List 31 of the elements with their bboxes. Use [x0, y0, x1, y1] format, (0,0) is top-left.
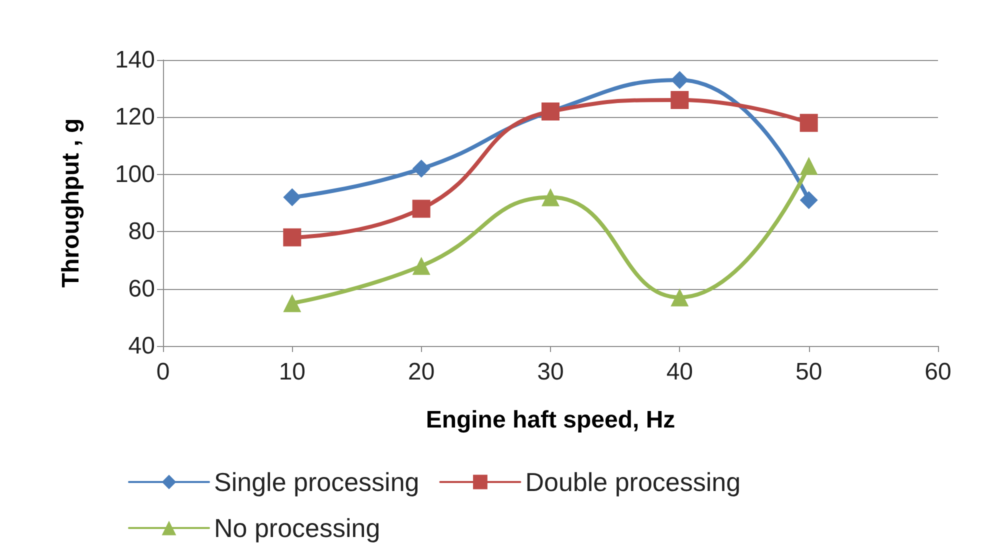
point	[800, 156, 818, 175]
y-tick-label: 80	[128, 218, 155, 246]
x-tick-label: 30	[537, 358, 564, 386]
y-axis-title: Throughput , g	[58, 118, 84, 288]
point	[283, 188, 302, 206]
point	[800, 114, 818, 132]
point	[412, 256, 430, 275]
legend-label: Single processing	[214, 467, 420, 497]
x-axis-title: Engine haft speed, Hz	[426, 406, 676, 434]
point	[800, 191, 818, 210]
legend-label: Double processing	[525, 467, 741, 497]
x-tick-label: 10	[278, 358, 306, 386]
point	[542, 188, 560, 206]
x-tick-label: 20	[408, 358, 435, 386]
legend-label: No processing	[214, 513, 380, 543]
point	[670, 71, 689, 90]
point	[283, 294, 302, 312]
x-tick-label: 50	[795, 358, 822, 386]
point	[670, 288, 689, 306]
y-tick-label: 120	[114, 104, 155, 131]
x-tick-label: 40	[666, 358, 694, 386]
point	[412, 200, 430, 218]
point	[670, 91, 689, 110]
x-tick-label: 0	[156, 358, 170, 386]
x-tick-label: 60	[924, 358, 952, 386]
y-tick-label: 140	[114, 46, 155, 74]
y-tick-label: 40	[128, 332, 155, 360]
point	[283, 228, 302, 246]
point	[412, 160, 430, 178]
y-tick-label: 100	[114, 160, 155, 188]
y-tick-label: 60	[128, 275, 155, 302]
